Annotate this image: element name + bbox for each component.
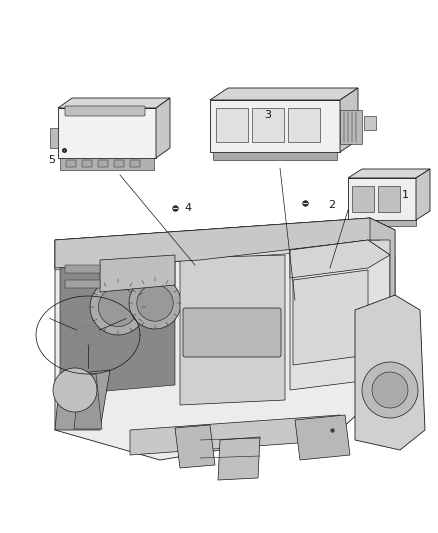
Polygon shape — [348, 220, 416, 226]
Polygon shape — [295, 415, 350, 460]
Polygon shape — [348, 178, 416, 220]
Polygon shape — [55, 218, 395, 460]
Bar — [252, 108, 284, 142]
Circle shape — [362, 362, 418, 418]
Polygon shape — [370, 218, 395, 390]
Polygon shape — [180, 255, 285, 405]
Circle shape — [129, 277, 181, 329]
Bar — [66, 160, 76, 167]
Polygon shape — [50, 128, 58, 148]
Circle shape — [137, 285, 173, 321]
Polygon shape — [213, 152, 337, 160]
Polygon shape — [340, 88, 358, 152]
Text: 5: 5 — [49, 155, 56, 165]
Polygon shape — [293, 270, 368, 365]
Text: 3: 3 — [265, 110, 272, 120]
Circle shape — [372, 372, 408, 408]
Polygon shape — [74, 374, 102, 429]
Polygon shape — [76, 326, 100, 344]
Polygon shape — [55, 218, 395, 268]
Polygon shape — [60, 158, 154, 170]
Polygon shape — [210, 88, 358, 100]
Text: 4: 4 — [184, 203, 191, 213]
Text: 2: 2 — [328, 200, 336, 210]
Bar — [288, 108, 320, 142]
Bar — [82, 160, 92, 167]
Circle shape — [90, 279, 146, 335]
Polygon shape — [55, 218, 395, 270]
Polygon shape — [58, 108, 156, 158]
Polygon shape — [60, 250, 175, 395]
FancyBboxPatch shape — [183, 308, 281, 357]
Bar — [364, 116, 376, 130]
Polygon shape — [416, 169, 430, 220]
Polygon shape — [210, 100, 340, 152]
FancyBboxPatch shape — [65, 106, 145, 116]
Polygon shape — [55, 370, 110, 430]
Polygon shape — [340, 110, 362, 144]
Polygon shape — [348, 169, 430, 178]
Polygon shape — [290, 240, 390, 390]
Polygon shape — [290, 240, 390, 278]
Bar — [114, 160, 124, 167]
Text: 1: 1 — [402, 190, 409, 200]
Polygon shape — [130, 415, 340, 455]
Circle shape — [99, 287, 138, 327]
Circle shape — [53, 368, 97, 412]
Bar — [65, 265, 100, 273]
Bar — [352, 186, 374, 212]
Polygon shape — [175, 425, 215, 468]
Polygon shape — [100, 255, 175, 292]
Bar — [98, 160, 108, 167]
Bar — [378, 186, 400, 212]
Bar — [65, 280, 100, 288]
Bar — [130, 160, 140, 167]
Bar — [216, 108, 248, 142]
Polygon shape — [156, 98, 170, 158]
Polygon shape — [58, 98, 170, 108]
Polygon shape — [218, 437, 260, 480]
Polygon shape — [355, 295, 425, 450]
